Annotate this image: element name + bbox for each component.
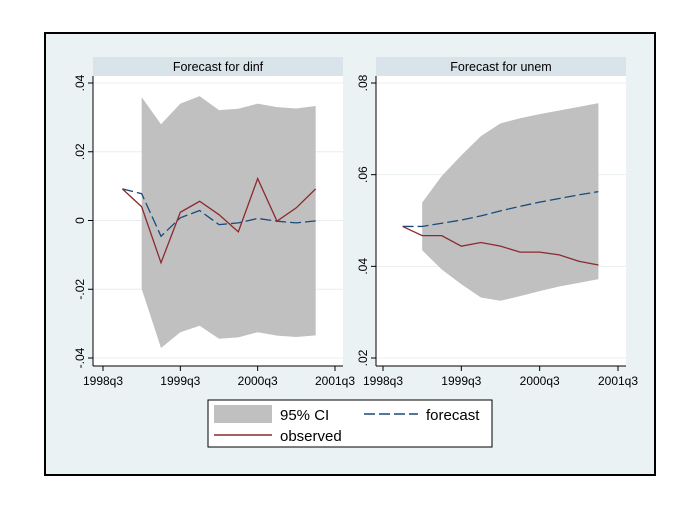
- panel-title: Forecast for dinf: [173, 60, 264, 74]
- y-tick-label: -.02: [73, 279, 87, 300]
- forecast-line: [122, 188, 316, 238]
- x-tick-label: 1998q3: [363, 374, 403, 388]
- legend-observed-label: observed: [280, 428, 342, 445]
- x-tick-label: 1998q3: [83, 374, 123, 388]
- legend-ci-swatch: [214, 405, 272, 423]
- y-tick-label: .04: [73, 74, 87, 91]
- x-tick-label: 2001q3: [315, 374, 355, 388]
- y-tick-label: .04: [356, 258, 370, 275]
- ci-band: [422, 103, 599, 301]
- observed-line: [402, 225, 599, 266]
- legend-ci-label: 95% CI: [280, 407, 329, 424]
- panel-title-strip: [376, 57, 626, 76]
- y-tick-label: .08: [356, 74, 370, 91]
- y-tick-label: -.04: [73, 347, 87, 368]
- forecast-line: [402, 190, 599, 228]
- ci-band: [141, 96, 316, 349]
- legend-forecast-label: forecast: [426, 407, 480, 424]
- y-tick-label: .02: [356, 349, 370, 366]
- x-tick-label: 2000q3: [520, 374, 560, 388]
- panel-dinf: Forecast for dinf -.04 -.02 0 .02 .04 1998q3 19…: [73, 57, 355, 388]
- x-tick-label: 2000q3: [238, 374, 278, 388]
- observed-line: [121, 176, 317, 265]
- y-tick-label: .02: [73, 143, 87, 160]
- y-tick-label: 0: [73, 217, 87, 224]
- panel-unem: Forecast for unem .02 .04 .06 .08 1998q3 1999q…: [356, 57, 638, 388]
- x-tick-label: 2001q3: [598, 374, 638, 388]
- legend: 95% CI forecast observed: [207, 399, 493, 448]
- panel-title-strip: [93, 57, 343, 76]
- y-tick-label: .06: [356, 166, 370, 183]
- x-tick-label: 1999q3: [160, 374, 200, 388]
- panel-title: Forecast for unem: [450, 60, 551, 74]
- x-tick-label: 1999q3: [441, 374, 481, 388]
